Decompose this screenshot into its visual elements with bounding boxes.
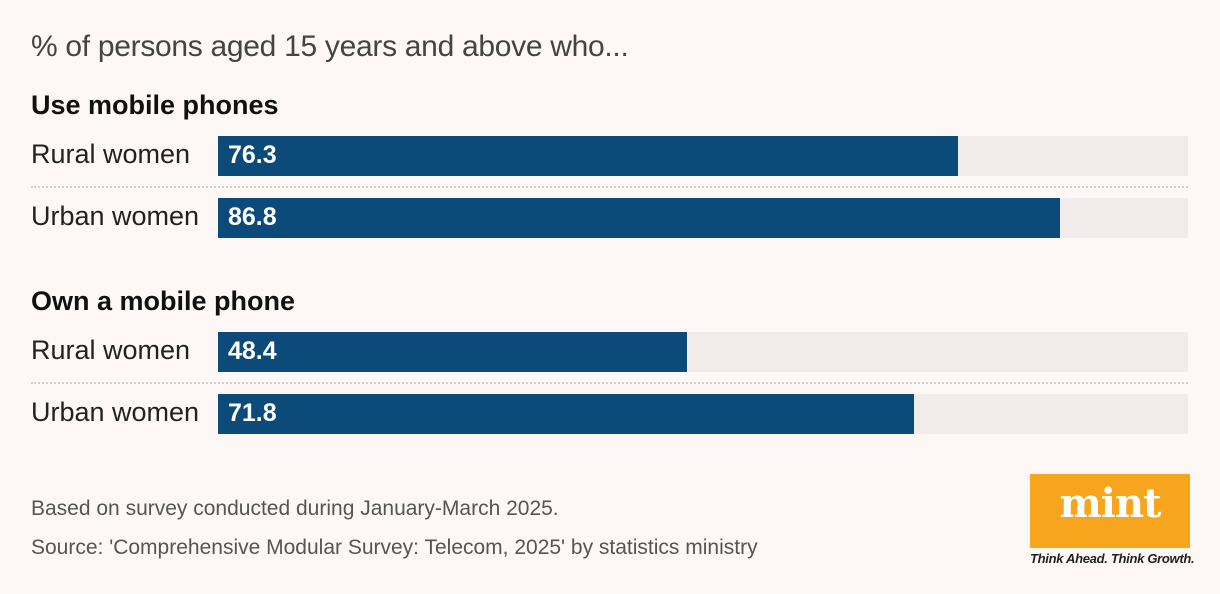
footnote-source: Source: 'Comprehensive Modular Survey: T… <box>31 536 758 559</box>
row-label-own-rural: Rural women <box>31 335 191 365</box>
bar-use-rural: 76.3 <box>218 136 959 176</box>
bar-value-use-rural: 76.3 <box>228 141 277 169</box>
bar-row-own-rural: Rural women 48.4 <box>31 332 1188 372</box>
bar-row-use-urban: Urban women 86.8 <box>31 198 1188 238</box>
bar-own-rural: 48.4 <box>218 332 688 372</box>
bar-row-own-urban: Urban women 71.8 <box>31 394 1188 434</box>
bar-track-own-rural: 48.4 <box>218 332 1188 372</box>
chart-subtitle: % of persons aged 15 years and above who… <box>31 30 629 63</box>
group-title-own: Own a mobile phone <box>31 286 296 316</box>
row-label-use-rural: Rural women <box>31 139 191 169</box>
row-divider-use <box>31 186 1188 188</box>
bar-value-use-urban: 86.8 <box>228 203 277 231</box>
bar-value-own-urban: 71.8 <box>228 399 277 427</box>
row-label-own-urban: Urban women <box>31 397 200 427</box>
bar-row-use-rural: Rural women 76.3 <box>31 136 1188 176</box>
bar-track-use-urban: 86.8 <box>218 198 1188 238</box>
group-title-use: Use mobile phones <box>31 90 279 120</box>
bar-track-use-rural: 76.3 <box>218 136 1188 176</box>
bar-use-urban: 86.8 <box>218 198 1060 238</box>
row-divider-own <box>31 382 1188 384</box>
footnote-note: Based on survey conducted during January… <box>31 497 559 520</box>
brand-tagline: Think Ahead. Think Growth. <box>1030 551 1195 566</box>
bar-own-urban: 71.8 <box>218 394 915 434</box>
mint-logo: mint <box>1030 474 1190 548</box>
bar-value-own-rural: 48.4 <box>228 337 277 365</box>
row-label-use-urban: Urban women <box>31 201 200 231</box>
bar-track-own-urban: 71.8 <box>218 394 1188 434</box>
mint-logo-text: mint <box>1059 480 1161 527</box>
